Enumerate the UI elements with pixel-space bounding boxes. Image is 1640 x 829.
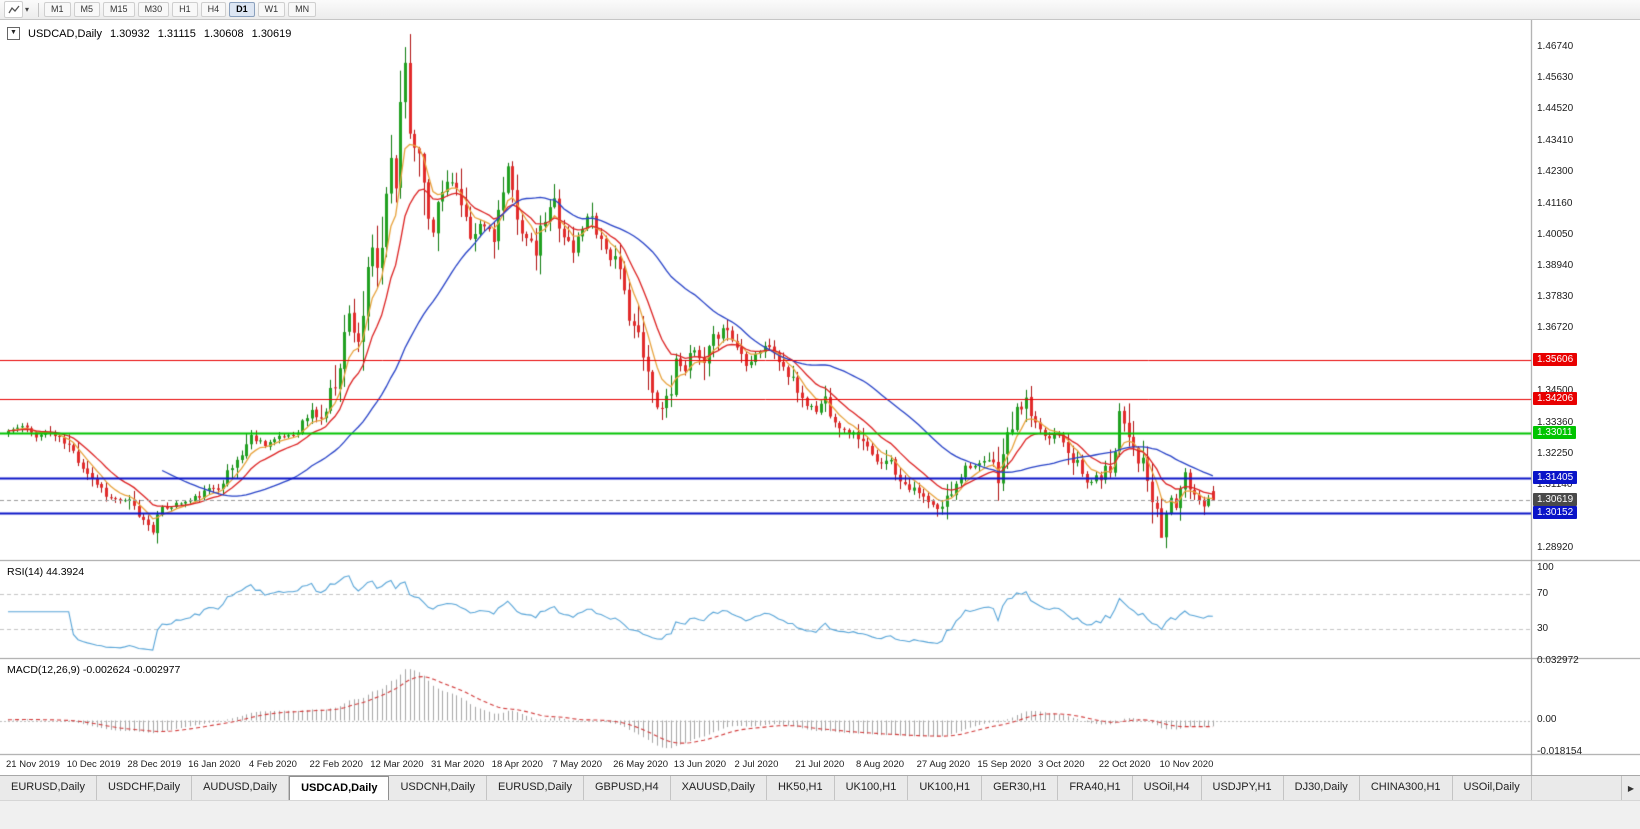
chart-title: ▼ USDCAD,Daily 1.30932 1.31115 1.30608 1… — [7, 27, 291, 40]
ohlc-open: 1.30932 — [109, 27, 150, 40]
timeframe-button-d1[interactable]: D1 — [229, 2, 255, 17]
chart-tabs: EURUSD,Daily USDCHF,Daily AUDUSD,Daily USDC… — [0, 776, 1640, 800]
chart-tab[interactable]: EURUSD,Daily — [487, 776, 584, 800]
ohlc-high: 1.31115 — [157, 27, 196, 40]
time-axis[interactable]: 21 Nov 2019 10 Dec 2019 28 Dec 2019 16 Jan … — [0, 756, 1531, 775]
time-axis-label: 21 Nov 2019 — [6, 759, 60, 770]
chart-tab[interactable]: HK50,H1 — [766, 776, 835, 800]
rsi-indicator-label: RSI(14) 44.3924 — [7, 566, 85, 578]
time-axis-label: 15 Sep 2020 — [977, 759, 1032, 770]
chart-tab[interactable]: USDCHF,Daily — [96, 776, 193, 800]
chart-tab[interactable]: GER30,H1 — [982, 776, 1059, 800]
chart-tab[interactable]: DJ30,Daily — [1283, 776, 1360, 800]
chart-style-dropdown-caret[interactable]: ▾ — [25, 5, 30, 14]
chart-tab[interactable]: USDCAD,Daily — [289, 776, 390, 800]
chart-tabs-bar: EURUSD,Daily USDCHF,Daily AUDUSD,Daily USDC… — [0, 775, 1640, 800]
time-axis-label: 21 Jul 2020 — [795, 759, 845, 770]
chart-tab[interactable]: XAUUSD,Daily — [670, 776, 767, 800]
time-axis-label: 10 Nov 2020 — [1159, 759, 1214, 770]
price-chart-canvas[interactable] — [0, 20, 1640, 775]
time-axis-label: 26 May 2020 — [613, 759, 669, 770]
chart-tab[interactable]: UK100,H1 — [908, 776, 983, 800]
status-bar — [0, 800, 1640, 829]
timeframe-button-m15[interactable]: M15 — [103, 2, 135, 17]
time-axis-label: 13 Jun 2020 — [673, 759, 727, 770]
timeframe-button-m30[interactable]: M30 — [137, 2, 170, 17]
chart-tab[interactable]: USOil,H4 — [1132, 776, 1202, 800]
time-axis-label: 22 Oct 2020 — [1098, 759, 1151, 770]
time-axis-label: 7 May 2020 — [552, 759, 603, 770]
chart-tab[interactable]: USDCNH,Daily — [389, 776, 488, 800]
symbol-dropdown-toggle[interactable]: ▼ — [7, 27, 20, 40]
time-axis-label: 10 Dec 2019 — [66, 759, 121, 770]
chart-area: ▼ USDCAD,Daily 1.30932 1.31115 1.30608 1… — [0, 20, 1640, 775]
time-axis-label: 3 Oct 2020 — [1038, 759, 1085, 770]
time-axis-label: 16 Jan 2020 — [188, 759, 241, 770]
time-axis-label: 22 Feb 2020 — [309, 759, 363, 770]
ohlc-close: 1.30619 — [251, 27, 292, 40]
time-axis-label: 12 Mar 2020 — [370, 759, 424, 770]
chart-tab[interactable]: USOil,Daily — [1452, 776, 1532, 800]
macd-indicator-label: MACD(12,26,9) -0.002624 -0.002977 — [7, 664, 181, 676]
chart-tab[interactable]: USDJPY,H1 — [1201, 776, 1284, 800]
chart-tab[interactable]: CHINA300,H1 — [1359, 776, 1453, 800]
time-axis-label: 2 Jul 2020 — [734, 759, 779, 770]
time-axis-label: 8 Aug 2020 — [855, 759, 905, 770]
timeframe-button-m1[interactable]: M1 — [44, 2, 71, 17]
timeframe-button-m5[interactable]: M5 — [73, 2, 101, 17]
time-axis-label: 4 Feb 2020 — [248, 759, 297, 770]
timeframe-button-h4[interactable]: H4 — [200, 2, 227, 17]
chart-tab[interactable]: AUDUSD,Daily — [192, 776, 290, 800]
chart-tab[interactable]: EURUSD,Daily — [0, 776, 97, 800]
time-axis-label: 28 Dec 2019 — [127, 759, 182, 770]
time-axis-label: 31 Mar 2020 — [430, 759, 485, 770]
time-axis-label: 18 Apr 2020 — [491, 759, 543, 770]
symbol-period-label: USDCAD,Daily — [28, 27, 102, 40]
timeframe-buttons-group: M1 M5 M15 M30 H1 H4 D1 W1 MN — [44, 2, 319, 17]
timeframe-button-mn[interactable]: MN — [288, 2, 317, 17]
zigzag-line-icon — [7, 5, 20, 13]
chart-tab[interactable]: FRA40,H1 — [1058, 776, 1133, 800]
timeframe-button-h1[interactable]: H1 — [172, 2, 198, 17]
chart-tab[interactable]: GBPUSD,H4 — [584, 776, 671, 800]
chart-tab[interactable]: UK100,H1 — [834, 776, 909, 800]
timeframe-toolbar: ▾ M1 M5 M15 M30 H1 H4 D1 W1 MN — [0, 0, 1640, 20]
tabs-scroll-right-icon[interactable]: ▶ — [1621, 776, 1640, 800]
timeframe-button-w1[interactable]: W1 — [257, 2, 286, 17]
ohlc-low: 1.30608 — [203, 27, 244, 40]
time-axis-label: 27 Aug 2020 — [916, 759, 970, 770]
chart-style-icon[interactable] — [4, 1, 23, 18]
toolbar-separator — [38, 2, 40, 17]
